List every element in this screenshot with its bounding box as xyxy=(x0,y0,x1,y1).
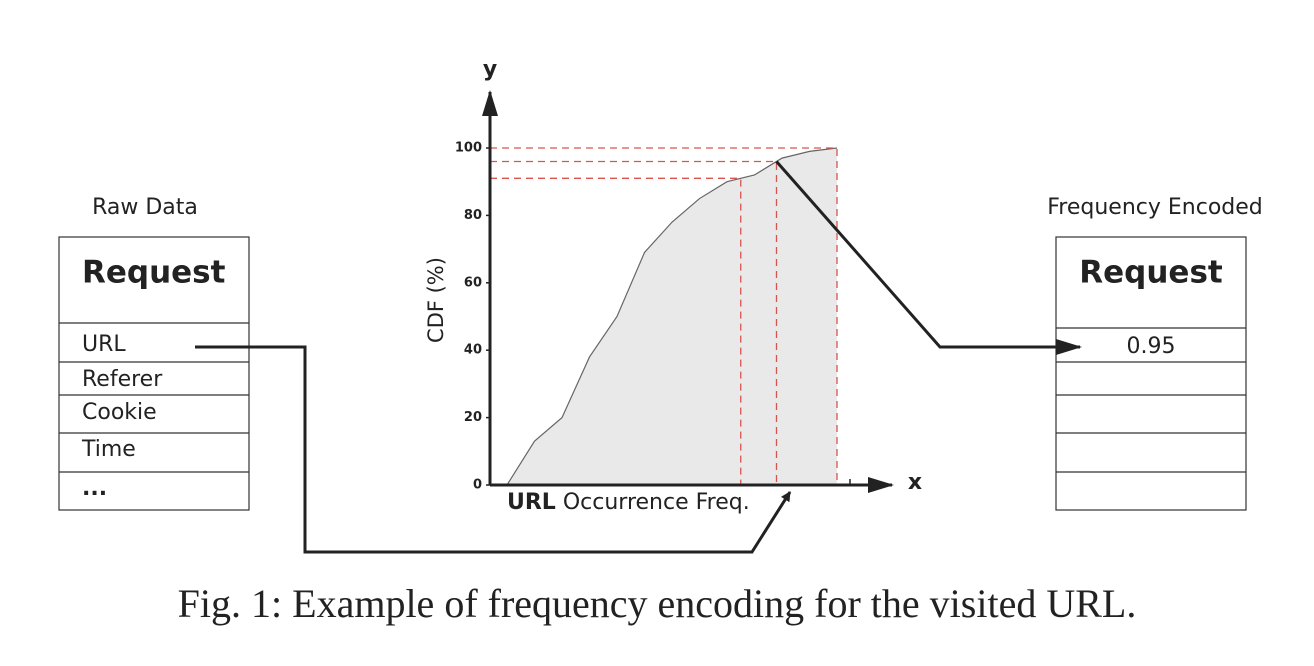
table-frame xyxy=(58,236,250,511)
cdf-area xyxy=(507,148,837,485)
x-label-bold: URL xyxy=(507,490,556,515)
table-row: URL xyxy=(82,332,126,357)
table-row: Time xyxy=(81,437,136,462)
table-row: 0.95 xyxy=(1127,334,1176,359)
axis-name: x xyxy=(908,470,922,495)
table-title: Frequency Encoded xyxy=(1047,195,1263,220)
y-label: CDF (%) xyxy=(424,257,448,343)
table-lines xyxy=(59,322,249,473)
y-tick-label: 100 xyxy=(455,141,482,156)
table-lines xyxy=(1056,327,1246,473)
connector xyxy=(775,160,1082,355)
y-tick-label: 40 xyxy=(464,343,482,358)
table-row: ... xyxy=(82,476,107,501)
y-tick-label: 60 xyxy=(464,275,482,290)
table-frame xyxy=(1055,236,1247,511)
cdf-chart: 0 20 40 60 80 100 xyxy=(455,90,894,493)
axis-name: y xyxy=(483,57,497,82)
x-label-rest: Occurrence Freq. xyxy=(563,490,750,515)
table-header: Request xyxy=(82,255,226,291)
table-header: Request xyxy=(1079,255,1223,291)
x-label: URL Occurrence Freq. xyxy=(507,490,750,515)
cdf-curve xyxy=(506,147,838,486)
connector xyxy=(195,345,792,554)
y-tick-label: 80 xyxy=(464,208,482,223)
table-title: Raw Data xyxy=(92,195,198,220)
y-tick-label: 0 xyxy=(473,478,482,493)
table-row: Referer xyxy=(82,367,163,392)
y-tick-label: 20 xyxy=(464,410,482,425)
caption: Fig. 1: Example of frequency encoding fo… xyxy=(178,581,1137,626)
table-row: Cookie xyxy=(82,400,157,425)
